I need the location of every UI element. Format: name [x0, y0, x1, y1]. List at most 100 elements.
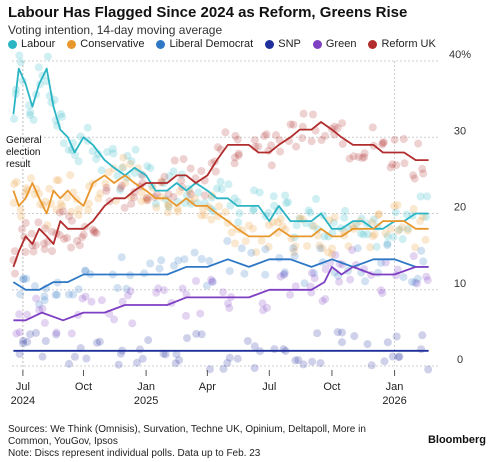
poll-disc: [313, 225, 322, 234]
poll-disc: [190, 248, 199, 257]
poll-disc: [164, 190, 173, 199]
legend-item-reform-uk: Reform UK: [368, 38, 436, 50]
poll-disc: [84, 199, 93, 208]
brand-logo: Bloomberg: [427, 434, 486, 446]
poll-disc: [79, 230, 88, 239]
poll-disc: [338, 338, 346, 347]
poll-disc: [31, 241, 40, 250]
poll-disc: [177, 176, 186, 185]
poll-disc: [374, 268, 382, 277]
poll-disc: [202, 281, 211, 290]
poll-disc: [230, 153, 239, 162]
legend-swatch: [156, 39, 166, 49]
poll-disc: [60, 234, 69, 243]
poll-disc: [363, 340, 372, 349]
poll-disc: [197, 167, 206, 175]
poll-disc: [289, 244, 298, 253]
poll-disc: [316, 244, 325, 253]
poll-disc: [213, 184, 221, 193]
poll-disc: [423, 192, 432, 201]
poll-disc: [279, 270, 288, 279]
poll-disc: [378, 289, 387, 298]
poll-disc: [43, 52, 52, 61]
poll-disc: [56, 110, 65, 118]
poll-disc: [43, 237, 52, 246]
legend-label: Reform UK: [381, 38, 436, 50]
poll-disc: [142, 196, 151, 205]
poll-disc: [22, 274, 31, 283]
poll-disc: [126, 287, 135, 296]
poll-disc: [309, 110, 317, 119]
poll-disc: [21, 248, 30, 256]
poll-disc: [313, 329, 322, 338]
poll-disc: [94, 194, 103, 203]
poll-disc: [103, 148, 112, 156]
legend-swatch: [265, 39, 275, 49]
poll-disc: [348, 246, 357, 254]
poll-disc: [304, 206, 313, 215]
poll-disc: [15, 310, 24, 319]
poll-disc: [377, 286, 386, 295]
poll-disc: [388, 352, 397, 361]
poll-disc: [207, 275, 216, 284]
poll-disc: [286, 290, 294, 299]
poll-disc: [404, 224, 413, 233]
poll-disc: [375, 210, 383, 218]
poll-disc: [298, 134, 307, 142]
poll-disc: [307, 137, 316, 146]
poll-disc: [338, 328, 346, 337]
poll-disc: [19, 274, 28, 283]
poll-disc: [383, 232, 392, 241]
poll-disc: [119, 153, 128, 162]
poll-disc: [97, 296, 106, 305]
poll-disc: [170, 261, 178, 270]
poll-disc: [213, 143, 222, 152]
poll-disc: [234, 149, 243, 158]
poll-disc: [263, 303, 271, 312]
poll-disc: [144, 336, 153, 345]
poll-disc: [118, 164, 127, 173]
poll-disc: [173, 204, 182, 213]
poll-disc: [321, 131, 329, 140]
poll-disc: [87, 297, 96, 306]
poll-disc: [197, 255, 206, 263]
poll-disc: [96, 189, 105, 198]
x-tick-label: Jan: [386, 381, 404, 393]
poll-disc: [356, 229, 365, 238]
poll-disc: [216, 177, 225, 186]
poll-disc: [276, 147, 285, 156]
poll-disc: [418, 212, 427, 221]
poll-disc: [264, 242, 273, 251]
poll-disc: [321, 295, 330, 303]
poll-disc: [223, 237, 232, 245]
y-tick-label: 30: [454, 125, 466, 137]
poll-disc: [315, 241, 324, 250]
poll-disc: [261, 245, 270, 254]
poll-disc: [11, 269, 19, 278]
poll-disc: [26, 108, 35, 117]
poll-disc: [16, 58, 25, 67]
poll-disc: [328, 244, 337, 253]
legend-swatch: [368, 39, 378, 49]
poll-disc: [205, 256, 214, 265]
poll-disc: [196, 309, 205, 318]
poll-disc: [197, 330, 206, 339]
poll-disc: [258, 299, 267, 308]
poll-disc: [417, 246, 426, 255]
poll-disc: [67, 207, 76, 216]
poll-disc: [374, 211, 383, 219]
poll-disc: [90, 228, 99, 237]
poll-disc: [56, 199, 65, 208]
poll-disc: [409, 252, 418, 261]
poll-disc: [34, 218, 43, 227]
poll-disc: [280, 270, 289, 279]
poll-disc: [192, 277, 200, 285]
legend-swatch: [8, 39, 17, 49]
poll-disc: [273, 206, 282, 215]
poll-disc: [225, 267, 234, 275]
series-line-labour: [12, 67, 429, 230]
poll-disc: [74, 285, 83, 294]
poll-disc: [165, 172, 174, 181]
poll-disc: [331, 251, 340, 259]
annotation-line-3: result: [6, 159, 31, 170]
